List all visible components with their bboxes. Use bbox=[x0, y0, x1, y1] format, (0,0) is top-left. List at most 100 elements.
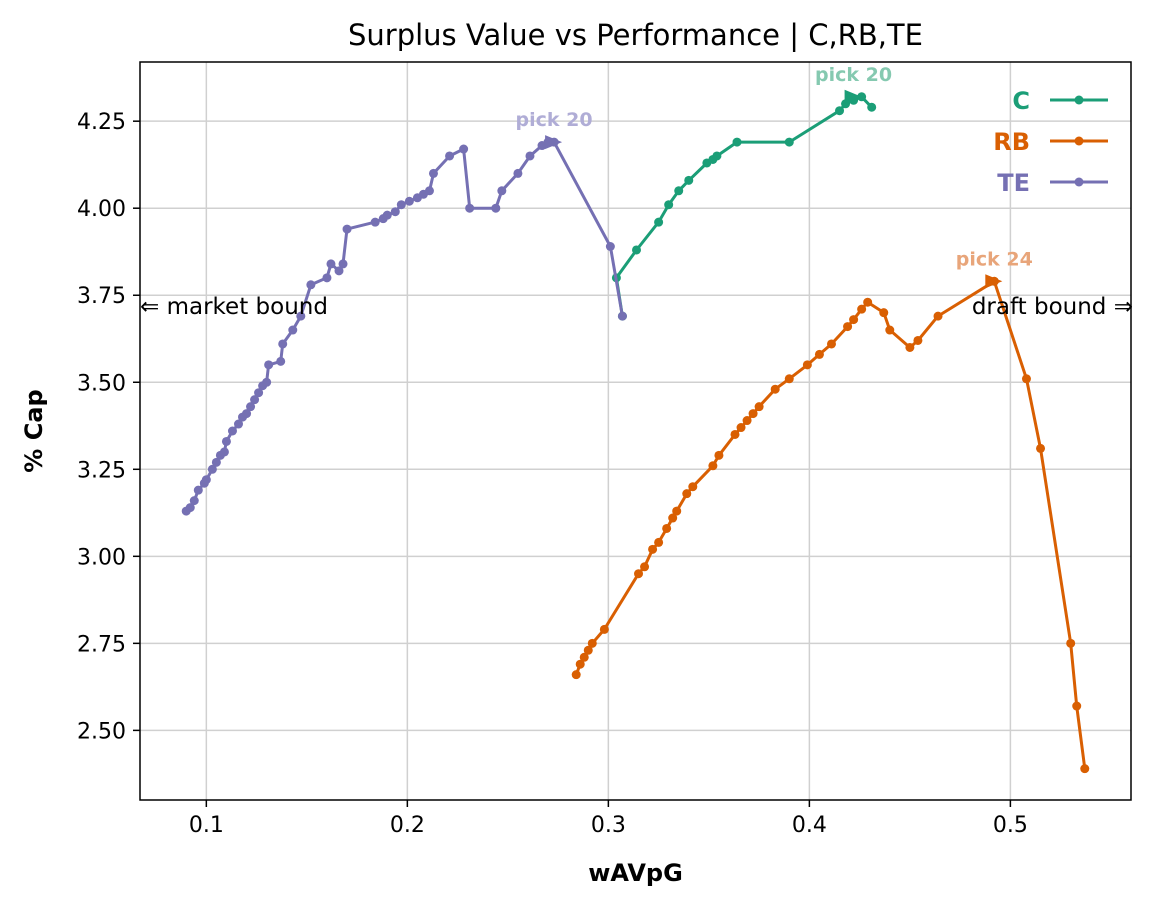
legend: C RB TE bbox=[993, 87, 1108, 197]
y-tick-label: 3.00 bbox=[77, 545, 126, 570]
data-point-te bbox=[227, 426, 237, 436]
data-point-c bbox=[632, 245, 642, 255]
data-point-te bbox=[250, 395, 260, 405]
data-point-rb bbox=[714, 450, 724, 460]
legend-label: C bbox=[1012, 87, 1030, 115]
data-point-te bbox=[264, 360, 274, 370]
data-point-rb bbox=[885, 325, 895, 335]
data-point-rb bbox=[849, 315, 859, 325]
y-axis-label: % Cap bbox=[20, 389, 48, 472]
data-point-te bbox=[221, 436, 231, 446]
data-point-rb bbox=[668, 513, 678, 523]
series-rb bbox=[571, 274, 1090, 774]
data-point-rb bbox=[736, 423, 746, 433]
data-point-rb bbox=[672, 506, 682, 516]
y-tick-label: 2.50 bbox=[77, 719, 126, 744]
data-point-rb bbox=[748, 409, 758, 419]
data-point-rb bbox=[802, 360, 812, 370]
data-point-rb bbox=[742, 416, 752, 426]
data-point-te bbox=[525, 151, 535, 161]
series-c bbox=[611, 89, 877, 321]
legend-marker bbox=[1074, 95, 1084, 105]
data-point-rb bbox=[1036, 443, 1046, 453]
data-point-te bbox=[322, 273, 332, 283]
data-point-te bbox=[219, 447, 229, 457]
data-point-te bbox=[326, 259, 336, 269]
data-point-te bbox=[396, 200, 406, 210]
y-tick-label: 3.25 bbox=[77, 458, 126, 483]
pick-marker-te bbox=[545, 135, 563, 150]
series-te bbox=[181, 135, 627, 516]
data-point-rb bbox=[640, 562, 650, 572]
grid-layer bbox=[140, 62, 1131, 800]
plot-frame bbox=[139, 61, 1132, 801]
market-bound-label: ⇐ market bound bbox=[140, 294, 328, 320]
x-tick-label: 0.1 bbox=[189, 813, 224, 838]
data-point-te bbox=[189, 496, 199, 506]
data-point-rb bbox=[754, 402, 764, 412]
data-point-rb bbox=[648, 544, 658, 554]
y-tick-label: 4.25 bbox=[77, 110, 126, 135]
chart-title: Surplus Value vs Performance | C,RB,TE bbox=[348, 18, 923, 52]
data-point-te bbox=[617, 311, 627, 321]
data-point-rb bbox=[575, 659, 585, 669]
pick-annotation-rb: pick 24 bbox=[956, 248, 1033, 270]
pick-annotation-te: pick 20 bbox=[516, 109, 593, 131]
data-point-rb bbox=[879, 308, 889, 318]
data-point-te bbox=[459, 144, 469, 154]
data-point-te bbox=[211, 457, 221, 467]
legend-entry-rb: RB bbox=[993, 128, 1108, 156]
data-point-te bbox=[296, 311, 306, 321]
data-point-te bbox=[278, 339, 288, 349]
data-point-te bbox=[233, 419, 243, 429]
legend-marker bbox=[1074, 177, 1084, 187]
y-tick-label: 3.75 bbox=[77, 284, 126, 309]
data-point-te bbox=[465, 203, 475, 213]
data-point-c bbox=[857, 92, 867, 102]
data-point-te bbox=[445, 151, 455, 161]
data-point-rb bbox=[1066, 638, 1076, 648]
data-point-c bbox=[784, 137, 794, 147]
data-point-rb bbox=[814, 349, 824, 359]
data-point-te bbox=[193, 485, 203, 495]
data-point-te bbox=[390, 207, 400, 217]
data-point-rb bbox=[654, 537, 664, 547]
legend-label: RB bbox=[993, 128, 1030, 156]
data-point-c bbox=[664, 200, 674, 210]
data-point-te bbox=[497, 186, 507, 196]
data-point-rb bbox=[688, 482, 698, 492]
data-point-te bbox=[605, 242, 615, 251]
y-tick-label: 2.75 bbox=[77, 632, 126, 657]
data-point-te bbox=[246, 402, 256, 412]
data-point-c bbox=[732, 137, 742, 147]
data-point-c bbox=[684, 175, 694, 185]
x-tick-label: 0.3 bbox=[591, 813, 626, 838]
data-point-rb bbox=[784, 374, 794, 384]
data-point-te bbox=[288, 325, 298, 335]
series-layer bbox=[181, 89, 1090, 774]
data-point-rb bbox=[863, 297, 873, 307]
data-point-te bbox=[242, 409, 252, 419]
pick-marker-c bbox=[844, 89, 862, 104]
legend-entry-te: TE bbox=[997, 169, 1108, 197]
data-point-rb bbox=[587, 638, 597, 648]
data-point-c bbox=[835, 106, 845, 116]
data-point-rb bbox=[905, 342, 915, 352]
y-tick-label: 3.50 bbox=[77, 371, 126, 396]
data-point-te bbox=[201, 475, 211, 485]
legend-entry-c: C bbox=[1012, 87, 1108, 115]
data-point-te bbox=[382, 210, 392, 220]
data-point-rb bbox=[730, 429, 740, 439]
data-point-rb bbox=[571, 670, 581, 680]
data-point-c bbox=[674, 186, 684, 196]
x-axis-label: wAVpG bbox=[588, 859, 683, 887]
data-point-te bbox=[404, 196, 414, 206]
annotation-layer: pick 20 pick 24 pick 20 bbox=[516, 64, 1033, 270]
data-point-te bbox=[342, 224, 352, 234]
legend-marker bbox=[1074, 136, 1084, 146]
data-point-c bbox=[712, 151, 722, 161]
pick-annotation-c: pick 20 bbox=[815, 64, 892, 86]
pick-marker-rb bbox=[985, 274, 1003, 289]
data-point-te bbox=[338, 259, 348, 269]
